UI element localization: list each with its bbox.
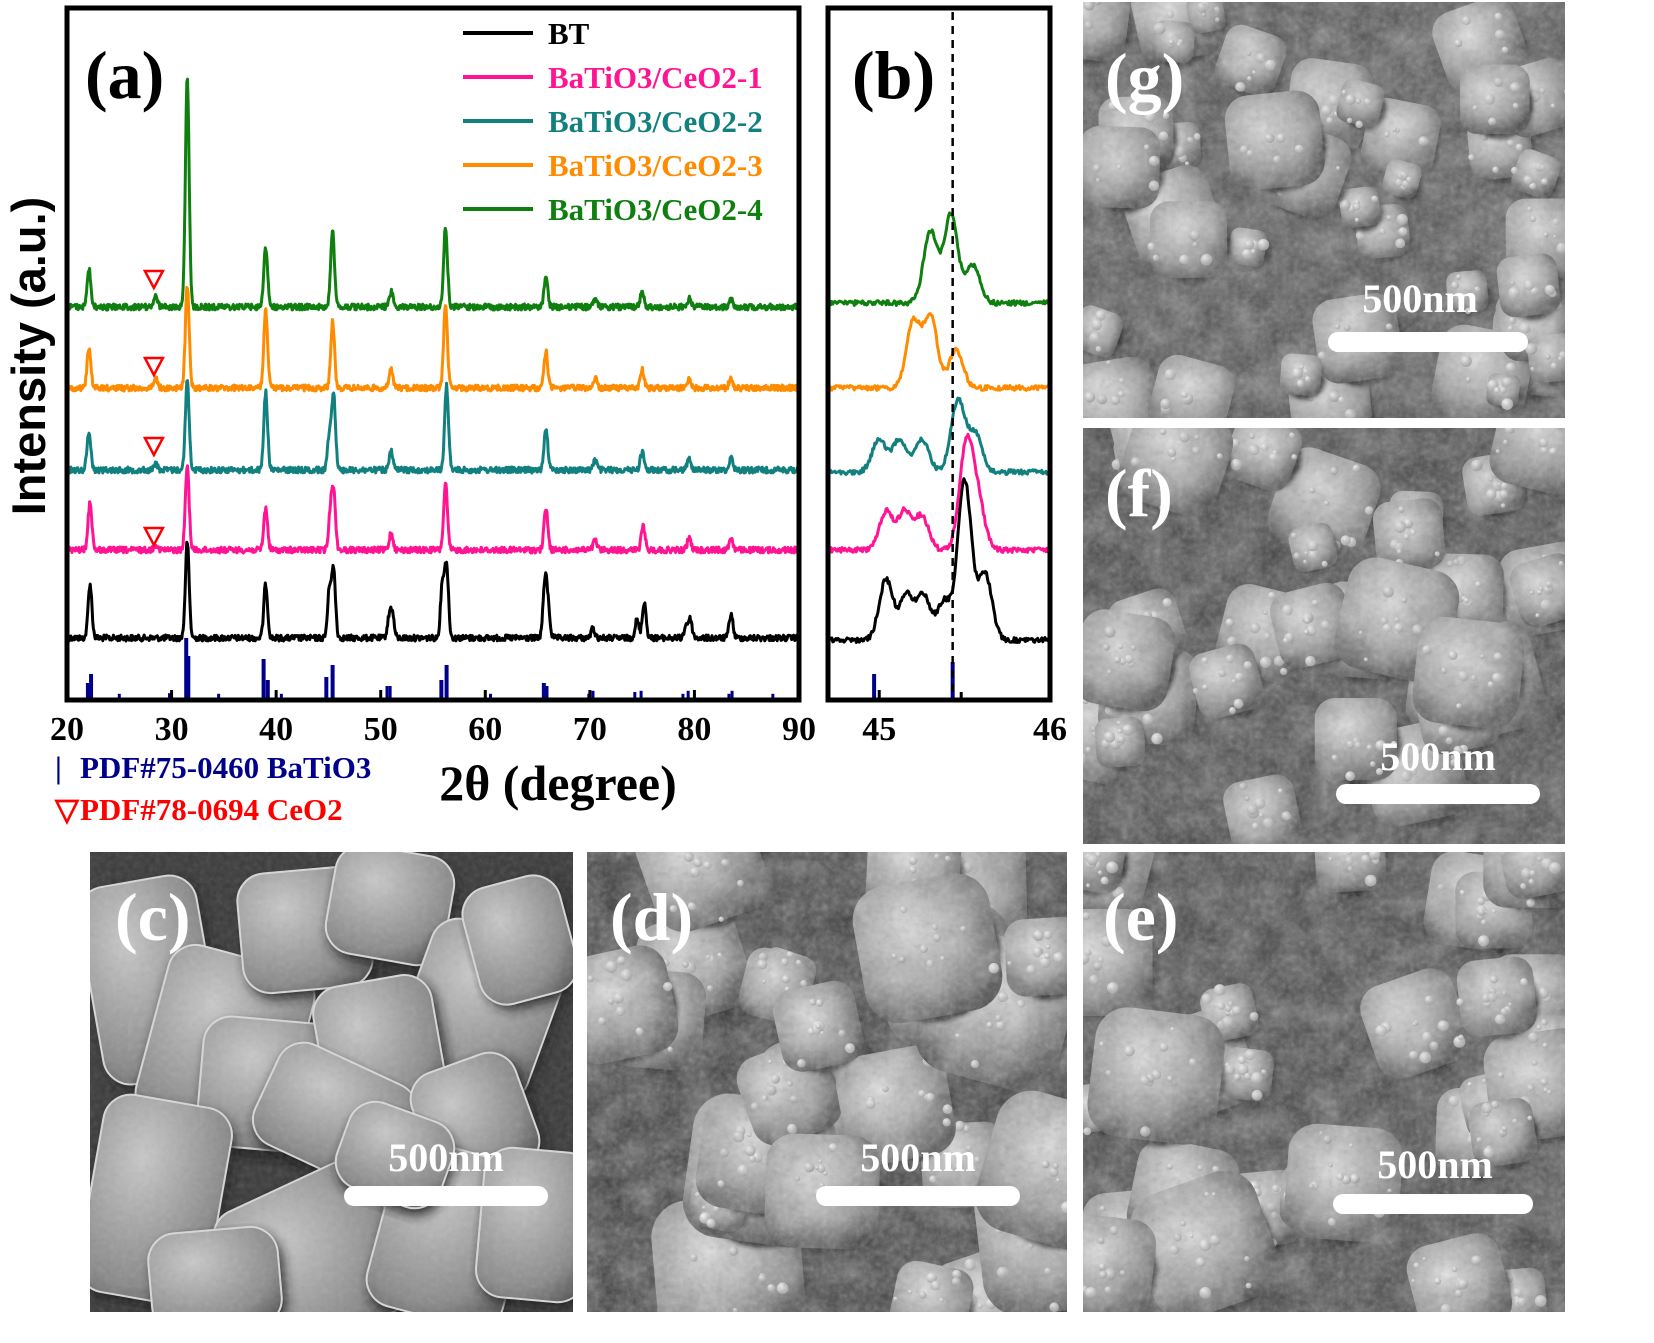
scale-text-e: 500nm (1377, 1142, 1493, 1187)
ceo2-marker (142, 356, 165, 378)
xrd-line-3 (67, 285, 799, 393)
scale-text-c: 500nm (388, 1135, 504, 1180)
ceo2-marker (142, 436, 165, 458)
legend: BT BaTiO3/CeO2-1 BaTiO3/CeO2-2 BaTiO3/CeO2-… (463, 16, 763, 227)
xrd-zoom-line-1 (828, 432, 1050, 554)
xrd-zoom-line-4 (828, 211, 1050, 307)
xrd-panel-a: 20 30 40 50 60 70 80 90 (a) Intensity (a.u.) 2θ… (2, 5, 816, 827)
x-tick-label: 46 (1033, 711, 1067, 748)
reference-bars-a (85, 638, 775, 698)
x-tick-label: 20 (50, 711, 84, 748)
x-tick-label: 70 (573, 711, 607, 748)
x-tick-label: 40 (259, 711, 293, 748)
x-tick-label: 60 (468, 711, 502, 748)
xrd-zoom-line-3 (828, 312, 1050, 392)
panel-label-a: (a) (85, 37, 164, 113)
x-axis-label: 2θ (degree) (439, 755, 677, 811)
ceo2-marker (142, 526, 165, 548)
reference-bars-b (872, 662, 963, 698)
sem-image-d: (d) 500nm (587, 852, 1067, 1312)
scale-text-d: 500nm (860, 1135, 976, 1180)
xrd-curves-a (67, 77, 799, 643)
x-tick-label: 90 (782, 711, 816, 748)
sem-image-f: (f) 500nm (1083, 428, 1565, 844)
xrd-line-0 (67, 540, 799, 643)
x-tick-label: 30 (155, 711, 189, 748)
sem-image-c: (c) 500nm (90, 852, 573, 1312)
scale-text-f: 500nm (1380, 734, 1496, 779)
scale-bar-g (1328, 332, 1528, 352)
xrd-line-4 (67, 77, 799, 312)
scale-bar-c (344, 1186, 548, 1206)
x-tick-label: 45 (862, 711, 896, 748)
legend-entry: BaTiO3/CeO2-3 (548, 148, 763, 183)
xrd-zoom-line-2 (828, 396, 1050, 476)
legend-entry: BaTiO3/CeO2-2 (548, 104, 763, 139)
x-tick-label: 50 (364, 711, 398, 748)
x-ticks-a: 20 30 40 50 60 70 80 90 (50, 690, 816, 748)
sem-image-g: (g) 500nm (1083, 2, 1565, 418)
sem-label-e: (e) (1103, 879, 1178, 955)
sem-label-d: (d) (610, 879, 693, 955)
xrd-line-2 (67, 379, 799, 475)
panel-label-b: (b) (852, 37, 935, 113)
sem-label-f: (f) (1105, 455, 1173, 531)
xrd-panel-b: 45 46 (b) (825, 5, 1067, 748)
scale-bar-d (816, 1186, 1020, 1206)
reference-legend-entry: PDF#78-0694 CeO2 (80, 792, 343, 827)
reference-symbol: ▽ (54, 792, 80, 827)
scale-text-g: 500nm (1362, 276, 1478, 321)
y-axis-label: Intensity (a.u.) (2, 197, 55, 516)
reference-legend: | PDF#75-0460 BaTiO3▽ PDF#78-0694 CeO2 (54, 750, 371, 827)
scale-bar-f (1336, 784, 1540, 804)
legend-entry: BT (548, 16, 590, 51)
scale-bar-e (1333, 1194, 1533, 1214)
sem-label-c: (c) (115, 879, 190, 955)
x-tick-label: 80 (677, 711, 711, 748)
x-ticks-b: 45 46 (862, 690, 1067, 748)
legend-entry: BaTiO3/CeO2-1 (548, 60, 763, 95)
ceo2-markers (142, 269, 165, 548)
sem-image-e: (e) 500nm (1083, 852, 1565, 1312)
xrd-line-1 (67, 464, 799, 555)
ceo2-marker (142, 269, 165, 291)
plot-frame-a (64, 5, 802, 703)
legend-entry: BaTiO3/CeO2-4 (548, 192, 763, 227)
plot-frame-b (825, 5, 1053, 703)
reference-legend-entry: PDF#75-0460 BaTiO3 (80, 750, 371, 785)
xrd-zoom-line-0 (828, 477, 1050, 644)
sem-label-g: (g) (1105, 39, 1184, 115)
xrd-curves-b (828, 211, 1050, 644)
reference-symbol: | (55, 750, 62, 785)
